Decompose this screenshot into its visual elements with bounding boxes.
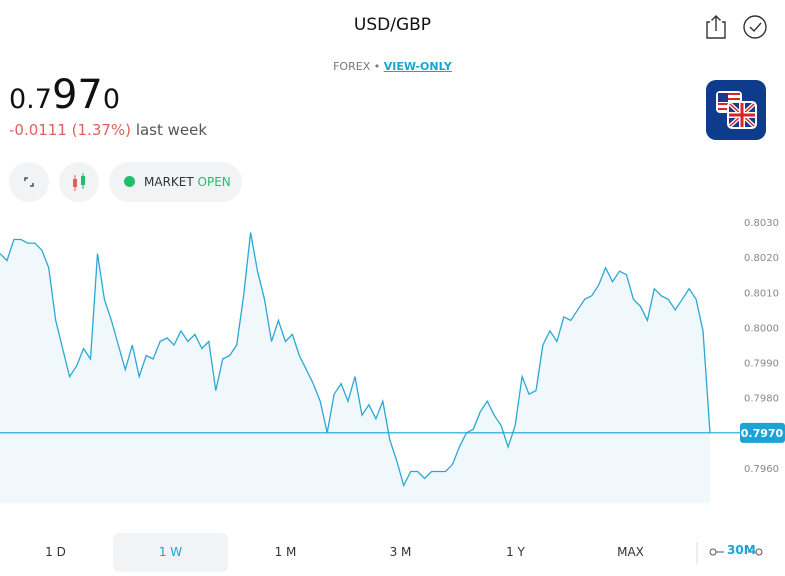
flag-icon: [706, 80, 766, 140]
current-price-badge: [740, 422, 785, 443]
area: [0, 232, 710, 504]
separator: •: [373, 60, 381, 73]
change-period: last week: [135, 121, 208, 139]
price-part: 97: [51, 72, 103, 118]
header-icons: [706, 15, 767, 39]
price: 0.7970: [9, 72, 120, 118]
y-tick-label: 0.7980: [744, 394, 779, 405]
candle-icon: [73, 173, 85, 191]
mode-link[interactable]: VIEW-ONLY: [383, 60, 452, 73]
price-part: 0: [102, 84, 121, 115]
check-icon[interactable]: [743, 15, 767, 39]
price-part: 0.7: [9, 84, 52, 115]
range-tab[interactable]: 1 D: [45, 545, 66, 559]
price-line: [0, 232, 711, 488]
y-tick-label: 0.7990: [744, 359, 779, 370]
category: FOREX: [333, 60, 371, 73]
range-tab[interactable]: MAX: [617, 545, 644, 559]
change: -0.0111 (1.37%) last week: [9, 121, 207, 139]
subtitle: FOREX • VIEW-ONLY: [0, 60, 785, 73]
expand-button[interactable]: [9, 162, 49, 202]
y-tick-label: 0.8000: [744, 323, 779, 334]
expand-icon: [24, 177, 34, 187]
candle-button[interactable]: [59, 162, 99, 202]
current-price-label: 0.7970: [741, 427, 784, 440]
market-label: MARKET: [144, 175, 194, 189]
y-tick-label: 0.8030: [744, 218, 779, 229]
range-tab[interactable]: 1 Y: [506, 545, 525, 559]
range-tab[interactable]: 1 W: [113, 533, 228, 572]
market-status: MARKET OPEN: [109, 162, 242, 202]
market-status-text: OPEN: [197, 175, 231, 189]
interval-control: [696, 542, 763, 564]
interval[interactable]: 30M: [727, 543, 756, 557]
title: USD/GBP: [353, 15, 432, 35]
y-tick-label: 0.8010: [744, 288, 779, 299]
chart: 0.7960 0.7970 0.7980 0.7990 0.8000 0.8010 0.80…: [0, 218, 785, 504]
y-tick-label: 0.8020: [744, 253, 779, 264]
change-value: -0.0111 (1.37%): [9, 121, 132, 139]
share-icon[interactable]: [706, 15, 726, 39]
range-tab[interactable]: 3 M: [389, 545, 412, 559]
range-tab[interactable]: 1 M: [274, 545, 297, 559]
y-tick-label: 0.7960: [744, 464, 779, 475]
